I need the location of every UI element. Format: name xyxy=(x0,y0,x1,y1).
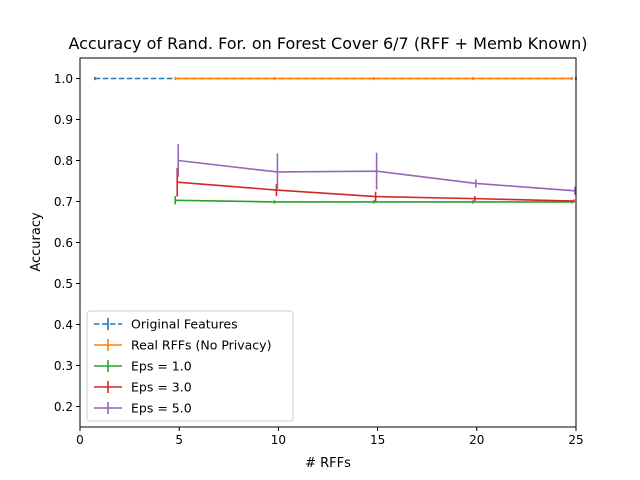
series-3 xyxy=(174,196,573,205)
legend-item: Eps = 5.0 xyxy=(94,401,192,416)
y-tick-label: 0.6 xyxy=(54,236,73,250)
legend-item: Real RFFs (No Privacy) xyxy=(94,338,271,353)
legend-item: Original Features xyxy=(94,317,238,332)
y-tick-label: 1.0 xyxy=(54,72,73,86)
x-tick-label: 10 xyxy=(271,433,286,447)
legend-label: Original Features xyxy=(131,317,238,332)
y-tick-label: 0.4 xyxy=(54,318,73,332)
series-5 xyxy=(177,144,576,195)
series-2 xyxy=(174,76,573,81)
y-tick-label: 0.2 xyxy=(54,400,73,414)
x-tick-label: 20 xyxy=(469,433,484,447)
y-axis-ticks: 0.2 0.3 0.4 0.5 0.6 0.7 0.8 0.9 1.0 xyxy=(54,72,80,414)
y-tick-label: 0.7 xyxy=(54,195,73,209)
legend-label: Eps = 5.0 xyxy=(131,401,192,416)
x-axis-ticks: 0 5 10 15 20 25 xyxy=(76,427,584,447)
legend-label: Eps = 3.0 xyxy=(131,380,192,395)
legend-label: Eps = 1.0 xyxy=(131,359,192,374)
y-tick-label: 0.5 xyxy=(54,277,73,291)
x-axis-label: # RFFs xyxy=(305,456,351,471)
legend-box xyxy=(86,310,294,422)
plot-marks xyxy=(94,76,577,205)
y-tick-label: 0.8 xyxy=(54,154,73,168)
y-tick-label: 0.3 xyxy=(54,359,73,373)
chart-title: Accuracy of Rand. For. on Forest Cover 6… xyxy=(68,34,587,53)
series-4 xyxy=(176,167,575,203)
y-axis-label: Accuracy xyxy=(29,212,44,272)
x-tick-label: 15 xyxy=(370,433,385,447)
legend-label: Real RFFs (No Privacy) xyxy=(131,338,271,353)
x-tick-label: 25 xyxy=(568,433,583,447)
legend: Original Features Real RFFs (No Privacy) E… xyxy=(86,310,294,422)
legend-item: Eps = 3.0 xyxy=(94,380,192,395)
x-tick-label: 0 xyxy=(76,433,84,447)
x-tick-label: 5 xyxy=(175,433,183,447)
y-tick-label: 0.9 xyxy=(54,113,73,127)
legend-item: Eps = 1.0 xyxy=(94,359,192,374)
